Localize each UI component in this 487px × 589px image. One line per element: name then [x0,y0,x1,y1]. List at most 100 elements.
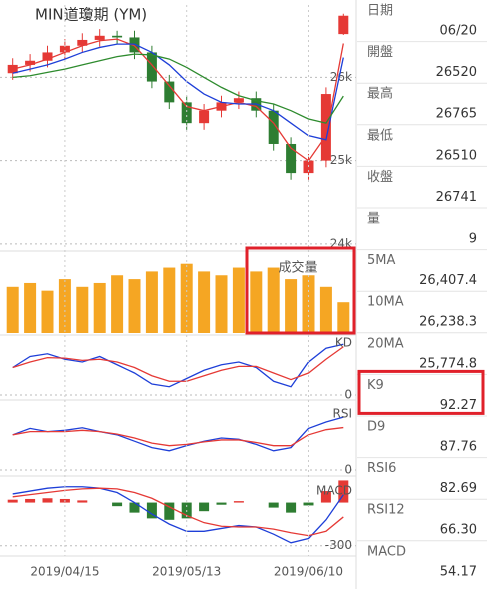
macd-histogram-bar [216,502,227,505]
volume-bar [267,267,280,333]
indicator-line [12,43,344,141]
candle-body [181,102,192,124]
volume-bar [180,263,193,333]
info-value: 26510 [436,148,477,163]
volume-bar [215,275,228,333]
macd-histogram-bar [112,502,123,507]
macd-histogram-bar [164,502,175,520]
macd-histogram-bar [146,502,157,519]
candle-body [286,143,297,174]
macd-histogram-bar [42,498,53,503]
volume-bar [302,275,315,333]
indicator-line [12,486,344,544]
info-value: 25,774.8 [419,356,477,371]
info-label: 最低 [367,128,393,143]
candle-body [146,52,157,82]
volume-bar [232,267,245,333]
info-label: 5MA [367,253,395,268]
candle-body [320,94,331,161]
info-label: 最高 [367,86,393,102]
candle-body [25,60,36,65]
macd-histogram-bar [338,480,349,503]
info-value: 54.17 [440,564,477,579]
info-label: RSI12 [367,503,405,518]
volume-bar [163,267,176,333]
highlight-box [357,369,485,415]
macd-histogram-bar [268,502,279,508]
panel-title: RSI [333,407,353,421]
indicator-line [12,346,344,382]
candle-body [233,98,244,103]
macd-histogram-bar [286,502,297,513]
info-value: 26741 [436,190,477,205]
x-tick-label: 2019/06/10 [274,565,343,579]
info-value: 26,238.3 [419,315,477,330]
candle-body [338,15,349,35]
indicator-line [12,38,344,162]
info-value: 87.76 [440,440,477,455]
candle-body [129,37,140,53]
volume-bar [337,302,350,333]
macd-histogram-bar [77,500,88,503]
info-label: D9 [367,420,385,435]
volume-bar [198,271,211,333]
volume-bar [6,286,19,333]
candle-body [112,35,123,38]
candle-body [199,110,210,124]
macd-histogram-bar [233,501,244,503]
candle-body [268,110,279,144]
indicator-line [12,487,344,537]
indicator-line [12,53,344,124]
info-label: 收盤 [367,170,393,185]
info-value: 82.69 [440,481,477,496]
volume-bar [24,282,37,333]
panel-title: 成交量 [278,260,317,276]
info-value: 66.30 [440,523,477,538]
panel-title: KD [335,336,352,350]
candle-body [42,52,53,61]
y-tick-label: 25k [330,153,352,167]
volume-bar [285,279,298,333]
info-value: 9 [469,232,477,247]
info-label: 開盤 [367,45,393,60]
macd-histogram-bar [199,502,210,512]
panel-title: MIN道瓊期 (YM) [35,6,147,24]
volume-bar [41,290,54,333]
info-label: MACD [367,544,406,559]
info-value: 06/20 [440,24,477,39]
y-tick-label: 0 [344,388,352,402]
macd-histogram-bar [7,499,18,503]
macd-histogram-bar [129,502,140,513]
x-tick-label: 2019/05/13 [152,565,221,579]
indicator-line [12,343,344,388]
info-value: 26765 [436,107,477,122]
candle-body [94,35,105,40]
volume-bar [128,279,141,333]
volume-bar [319,286,332,333]
blank-box [205,4,325,38]
info-value: 92.27 [440,398,477,413]
volume-bar [250,271,263,333]
info-label: 10MA [367,295,404,310]
indicator-line [12,426,344,447]
info-label: 量 [367,212,380,227]
info-label: 20MA [367,336,404,351]
macd-histogram-bar [303,502,314,506]
info-label: K9 [367,378,384,393]
volume-bar [76,286,89,333]
volume-bar [93,282,106,333]
y-tick-label: 0 [344,463,352,477]
highlight-box [245,246,356,335]
macd-histogram-bar [320,491,331,503]
candle-body [59,45,70,53]
info-value: 26520 [436,65,477,80]
x-tick-label: 2019/04/15 [30,565,99,579]
volume-bar [145,271,158,333]
y-tick-label: -300 [325,538,352,552]
candle-body [77,39,88,46]
candle-body [164,81,175,103]
indicator-line [12,416,344,452]
info-label: 日期 [367,4,393,19]
info-label: RSI6 [367,461,396,476]
